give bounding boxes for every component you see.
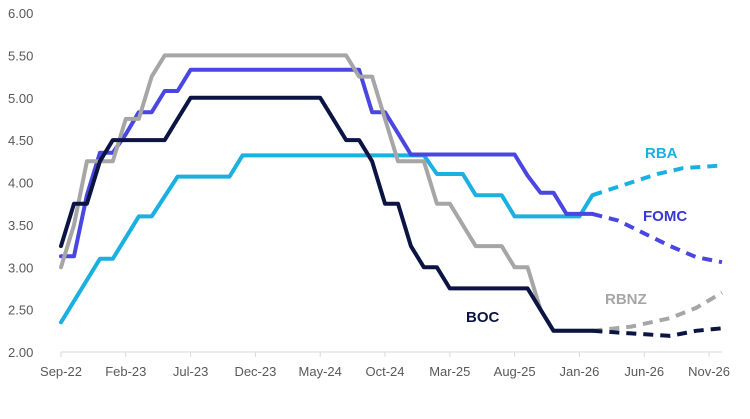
y-axis-tick-labels: 6.00 5.50 5.00 4.50 4.00 3.50 3.00 2.50 2.00 (8, 6, 33, 360)
x-tick-label: Aug-25 (494, 364, 536, 379)
y-tick-label: 2.00 (8, 345, 33, 360)
y-tick-label: 5.50 (8, 48, 33, 63)
x-tick-label: Jun-26 (624, 364, 664, 379)
x-axis-tick-labels: Sep-22 Feb-23 Jul-23 Dec-23 May-24 Oct-24 Mar-… (40, 364, 730, 379)
x-tick-label: Mar-25 (429, 364, 470, 379)
rbnz-projected-line (592, 290, 724, 333)
boc-projected-line (592, 326, 723, 338)
x-tick-label: Jul-23 (173, 364, 208, 379)
y-tick-label: 3.50 (8, 218, 33, 233)
x-tick-label: Nov-26 (688, 364, 730, 379)
y-tick-label: 4.00 (8, 176, 33, 191)
rba-actual-line (59, 153, 595, 325)
boc-series-label: BOC (466, 309, 500, 326)
x-tick-label: Jan-26 (560, 364, 600, 379)
rba-series-label: RBA (645, 145, 678, 162)
y-tick-label: 5.00 (8, 91, 33, 106)
x-tick-label: Oct-24 (366, 364, 405, 379)
fomc-series-label: FOMC (643, 208, 687, 225)
y-tick-label: 6.00 (8, 6, 33, 21)
series-lines (59, 53, 724, 338)
fomc-projected-line (591, 211, 723, 265)
series-labels: RBA FOMC RBNZ BOC (466, 145, 687, 326)
fomc-actual-line (59, 67, 595, 259)
x-tick-label: Feb-23 (105, 364, 146, 379)
rba-projected-line (591, 163, 723, 198)
y-tick-label: 2.50 (8, 303, 33, 318)
x-axis (60, 351, 722, 357)
x-tick-label: Sep-22 (40, 364, 82, 379)
rbnz-series-label: RBNZ (605, 291, 647, 308)
boc-actual-line (59, 95, 595, 333)
x-tick-label: Dec-23 (234, 364, 276, 379)
x-tick-label: May-24 (299, 364, 342, 379)
rbnz-actual-line (59, 53, 595, 333)
y-tick-label: 3.00 (8, 260, 33, 275)
y-tick-label: 4.50 (8, 133, 33, 148)
